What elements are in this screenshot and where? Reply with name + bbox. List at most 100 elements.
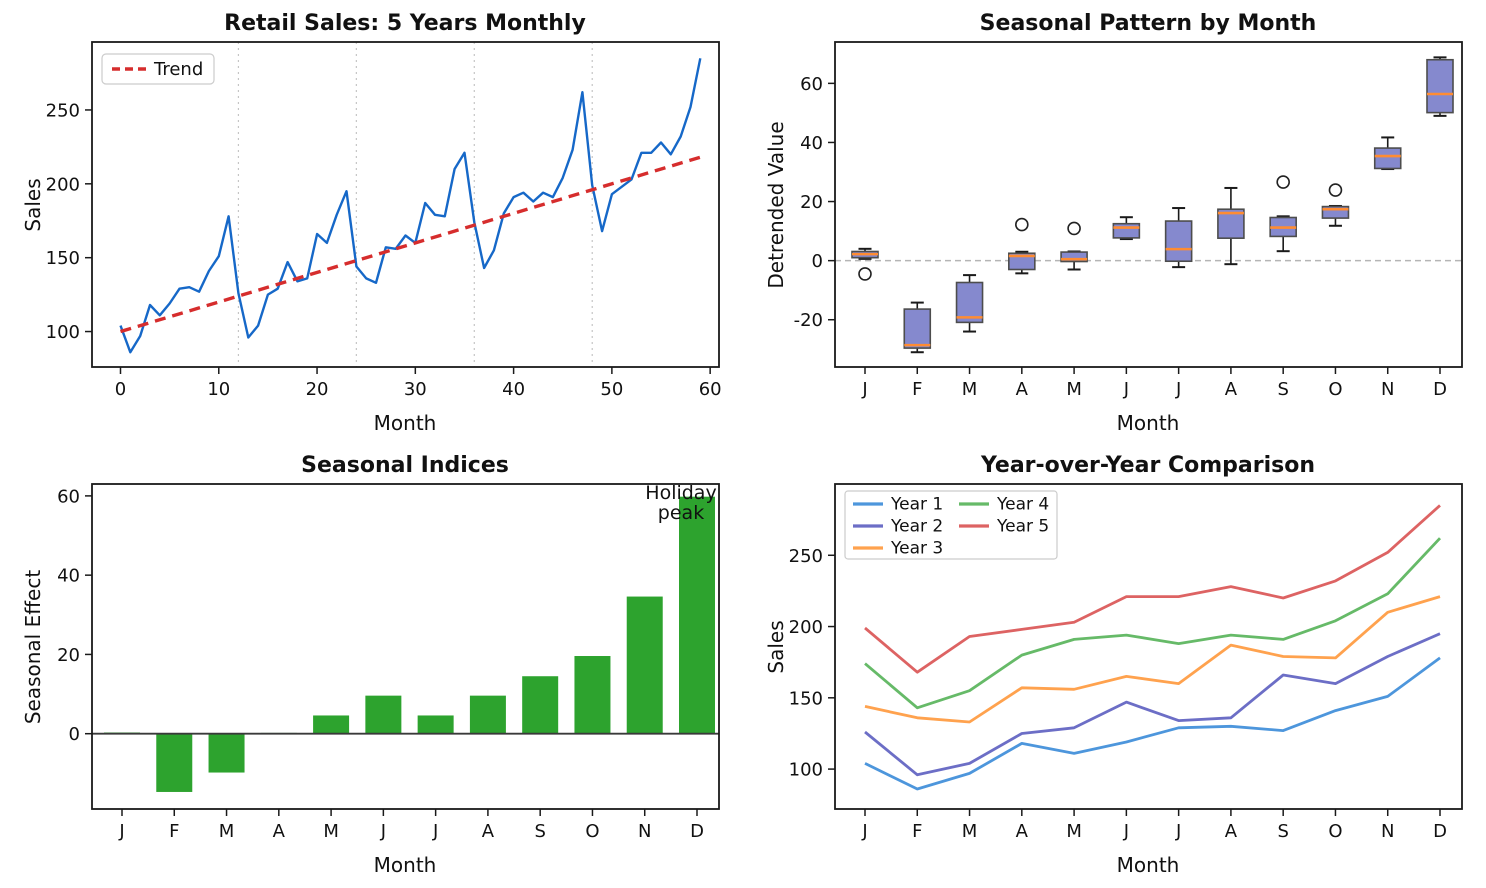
tick-label: 10: [207, 379, 230, 400]
y-axis-ticks: 0 20 40 60: [57, 486, 92, 745]
box-month-10: [1321, 183, 1350, 227]
y-axis-label: Detrended Value: [764, 121, 788, 288]
bar-month-11: [626, 596, 663, 734]
tick-label: 200: [46, 174, 80, 195]
y-axis-label: Sales: [764, 620, 788, 673]
box-month-5: [1060, 221, 1088, 271]
annotation-line: peak: [658, 502, 704, 524]
bar-month-9: [522, 676, 559, 734]
y-axis-ticks: 100 150 200 250: [46, 100, 92, 343]
panel-yoy-comparison: Year-over-Year Comparison Month Sales 10…: [743, 442, 1486, 884]
tick-label: M: [962, 379, 978, 400]
tick-label: 200: [789, 617, 823, 638]
tick-label: J: [118, 821, 124, 842]
outlier-point: [1067, 221, 1081, 236]
tick-label: D: [690, 821, 704, 842]
tick-label: 40: [502, 379, 525, 400]
retail-sales-chart: Retail Sales: 5 Years Monthly Month Sale…: [21, 11, 722, 435]
axes-frame: [91, 483, 720, 810]
tick-label: J: [1123, 821, 1129, 842]
tick-label: 40: [57, 566, 80, 587]
series-year-1-line: [864, 656, 1441, 791]
legend-item-year-5: Year 5: [996, 517, 1049, 537]
tick-label: 150: [46, 248, 80, 269]
tick-label: 60: [699, 379, 722, 400]
tick-label: 0: [115, 379, 126, 400]
tick-label: M: [323, 821, 339, 842]
panel-seasonal-pattern: Seasonal Pattern by Month Month Detrende…: [743, 0, 1486, 442]
tick-label: F: [912, 821, 922, 842]
tick-label: S: [1277, 821, 1288, 842]
tick-label: F: [912, 379, 922, 400]
x-axis-label: Month: [1117, 853, 1180, 877]
series-year-4-line: [864, 537, 1442, 710]
tick-label: 60: [57, 486, 80, 507]
box-month-2: [903, 301, 932, 354]
x-axis-label: Month: [374, 853, 437, 877]
x-axis-ticks: 0 10 20 30 40 50 60: [115, 367, 722, 400]
chart-title: Year-over-Year Comparison: [980, 453, 1315, 478]
tick-label: 30: [404, 379, 427, 400]
yoy-comparison-chart: Year-over-Year Comparison Month Sales 10…: [764, 453, 1463, 877]
tick-label: 100: [789, 760, 823, 781]
plot-area: -20 0 20 40 60 J F M A M J J A S O N D: [794, 41, 1463, 400]
box-month-9: [1269, 175, 1297, 253]
seasonal-pattern-chart: Seasonal Pattern by Month Month Detrende…: [764, 11, 1463, 435]
tick-label: 20: [57, 645, 80, 666]
plot-area: 100 150 200 250 0 10 20 30 40 50 60 Trend: [46, 41, 722, 400]
box-month-6: [1112, 216, 1141, 241]
tick-label: S: [1277, 379, 1288, 400]
tick-label: N: [1381, 821, 1394, 842]
seasonal-indices-chart: Seasonal Indices Month Seasonal Effect 0…: [21, 453, 720, 877]
tick-label: 250: [789, 546, 823, 567]
tick-label: J: [861, 821, 867, 842]
tick-label: -20: [794, 310, 823, 331]
y-axis-label: Seasonal Effect: [21, 570, 45, 724]
tick-label: A: [1225, 379, 1238, 400]
outlier-point: [1328, 183, 1343, 197]
box-month-7: [1164, 207, 1193, 269]
outlier-point: [1276, 175, 1290, 189]
tick-label: S: [534, 821, 545, 842]
tick-label: 0: [69, 724, 80, 745]
legend-item-year-4: Year 4: [996, 495, 1049, 515]
tick-label: J: [1175, 379, 1181, 400]
tick-label: 150: [789, 688, 823, 709]
tick-label: O: [1328, 379, 1342, 400]
bar-month-3: [208, 733, 245, 773]
chart-title: Seasonal Indices: [301, 453, 509, 478]
tick-label: 20: [306, 379, 329, 400]
tick-label: J: [1175, 821, 1181, 842]
box-month-1: [851, 247, 879, 281]
bar-month-12: [679, 496, 715, 734]
tick-label: 40: [800, 133, 823, 154]
tick-label: 50: [600, 379, 623, 400]
legend-item-year-3: Year 3: [890, 539, 943, 559]
y-axis-ticks: 100 150 200 250: [789, 546, 835, 781]
bar-month-2: [156, 733, 193, 792]
axes-frame: [91, 41, 720, 368]
tick-label: M: [1066, 379, 1082, 400]
tick-label: A: [273, 821, 286, 842]
y-axis-ticks: -20 0 20 40 60: [794, 74, 835, 331]
tick-label: D: [1433, 379, 1447, 400]
tick-label: 60: [800, 74, 823, 95]
axes-frame: [834, 41, 1463, 368]
tick-label: A: [1016, 379, 1029, 400]
tick-label: J: [861, 379, 867, 400]
tick-label: M: [219, 821, 235, 842]
legend-item-year-2: Year 2: [890, 517, 943, 537]
series-year-3-line: [864, 595, 1441, 724]
series-sales-line: [119, 58, 702, 354]
annotation-line: Holiday: [645, 482, 716, 504]
legend: Trend: [101, 53, 215, 85]
tick-label: M: [1066, 821, 1082, 842]
trend-line: [120, 155, 701, 334]
box-month-4: [1008, 217, 1036, 275]
